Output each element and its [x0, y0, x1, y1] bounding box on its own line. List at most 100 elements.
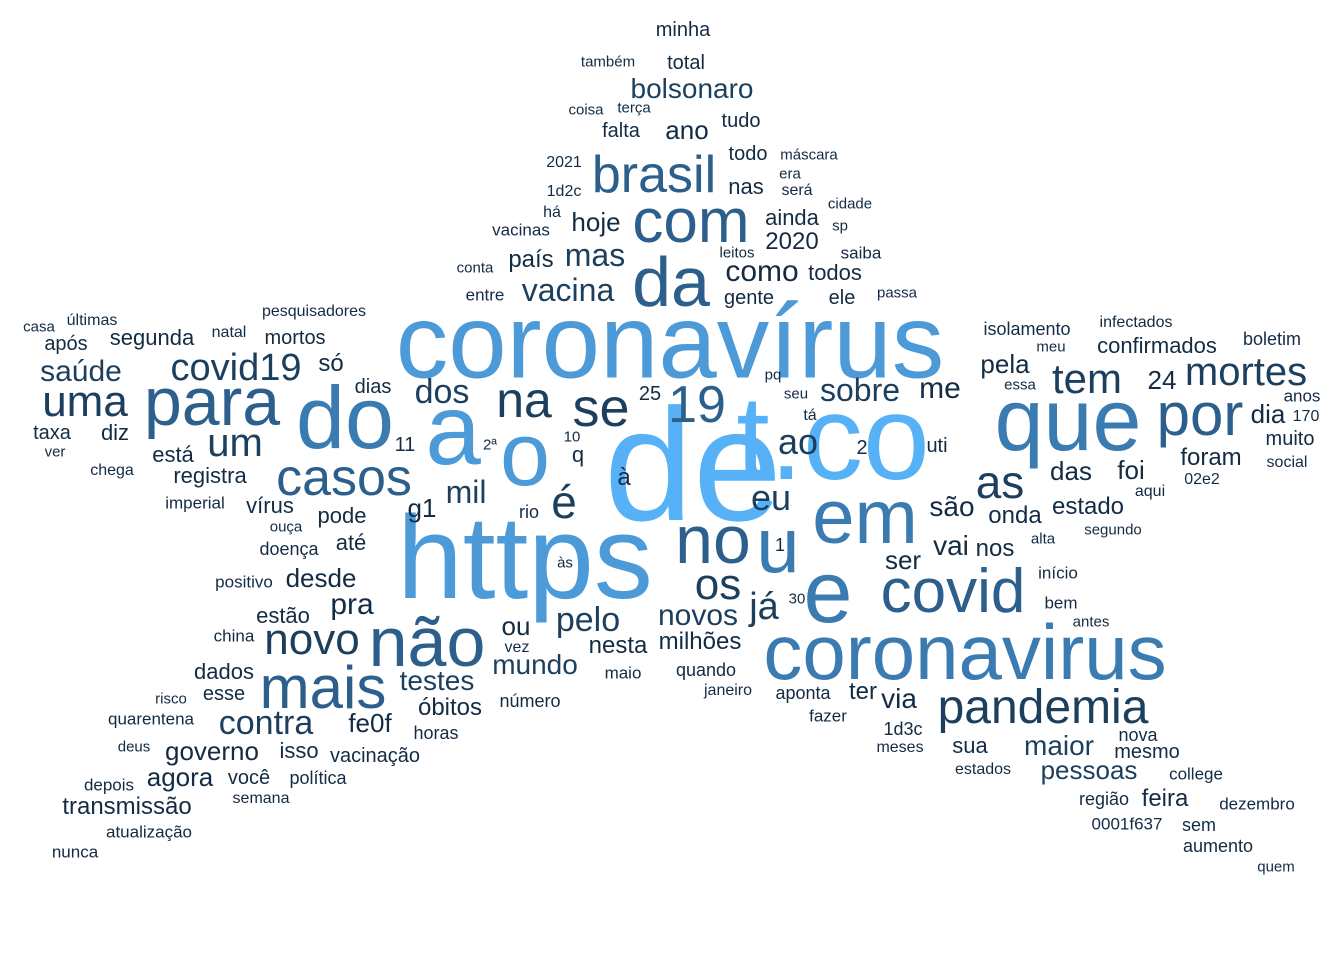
word-132: entre [465, 285, 505, 305]
word-153: rio [518, 502, 540, 522]
word-136: número [499, 691, 561, 711]
word-62: vai [933, 530, 969, 561]
word-162: 170 [1292, 408, 1320, 425]
word-19: por [1156, 381, 1244, 448]
word-94: g1 [407, 493, 437, 523]
word-33: os [694, 560, 742, 609]
word-171: ouça [269, 518, 303, 536]
word-27: novo [264, 615, 360, 664]
word-187: há [543, 204, 561, 221]
word-114: gente [723, 287, 775, 309]
word-181: também [580, 53, 636, 71]
word-184: máscara [780, 146, 838, 164]
word-37: vacina [521, 272, 615, 308]
word-88: até [335, 530, 367, 555]
word-189: conta [456, 259, 494, 277]
word-18: mais [259, 654, 387, 721]
word-6: do [296, 368, 394, 467]
word-160: aqui [1134, 483, 1166, 500]
word-96: ter [848, 678, 878, 705]
word-70: fe0f [348, 708, 392, 738]
word-87: pode [317, 503, 367, 528]
word-112: falta [602, 120, 640, 142]
word-36: dos [414, 373, 470, 411]
word-100: ainda [765, 205, 819, 230]
word-68: nesta [588, 632, 648, 659]
word-63: hoje [571, 207, 621, 237]
word-58: me [919, 372, 961, 405]
word-52: governo [165, 736, 259, 766]
word-48: maior [1023, 730, 1095, 761]
word-116: dias [354, 376, 392, 398]
word-152: bem [1044, 593, 1078, 613]
word-24: se [572, 378, 630, 438]
word-165: janeiro [703, 682, 753, 699]
word-122: uti [926, 435, 948, 457]
word-194: pq [764, 366, 782, 384]
word-131: tudo [721, 110, 761, 132]
word-105: total [667, 52, 705, 74]
word-83: muito [1265, 428, 1315, 450]
word-59: pela [980, 349, 1030, 379]
word-188: sp [832, 217, 848, 235]
word-104: vírus [246, 493, 294, 518]
word-81: segunda [109, 325, 195, 350]
word-17: não [368, 603, 486, 681]
word-192: meu [1036, 338, 1066, 356]
word-148: imperial [165, 493, 225, 513]
word-60: 24 [1147, 365, 1177, 395]
word-9: coronavirus [763, 608, 1167, 696]
word-101: mortos [264, 327, 326, 349]
word-102: após [44, 333, 88, 355]
word-93: ou [501, 611, 531, 641]
word-197: segundo [1084, 521, 1142, 539]
word-164: meses [876, 739, 924, 756]
word-5: coronavírus [395, 283, 945, 401]
word-97: sua [952, 733, 988, 758]
word-13: no [675, 502, 751, 578]
word-42: mil [445, 474, 487, 510]
word-109: você [227, 767, 271, 789]
word-196: tá [803, 407, 817, 424]
word-183: terça [617, 99, 651, 117]
word-26: 19 [668, 376, 726, 434]
word-119: 25 [638, 383, 662, 405]
word-69: óbitos [417, 694, 483, 721]
word-82: confirmados [1097, 333, 1217, 358]
word-30: um [207, 421, 263, 465]
word-117: 11 [394, 434, 416, 456]
word-61: dia [1250, 399, 1286, 429]
word-126: nova [1118, 725, 1158, 745]
word-159: social [1266, 454, 1308, 471]
word-161: 02e2 [1184, 471, 1220, 488]
word-3: a [425, 374, 481, 486]
word-163: estados [954, 761, 1012, 778]
word-95: só [318, 350, 344, 377]
word-44: novos [657, 599, 739, 632]
word-107: boletim [1242, 329, 1302, 349]
word-167: às [557, 554, 573, 572]
word-39: eu [750, 477, 792, 518]
word-182: coisa [568, 101, 604, 119]
word-23: uma [42, 377, 128, 426]
word-74: foi [1117, 455, 1145, 485]
word-11: para [143, 364, 281, 440]
word-137: horas [413, 723, 459, 743]
word-31: é [551, 476, 577, 528]
word-172: semana [232, 790, 290, 807]
word-45: saúde [40, 355, 122, 388]
word-57: pra [330, 588, 374, 621]
word-51: testes [399, 665, 475, 696]
word-53: como [725, 255, 799, 288]
word-67: milhões [658, 628, 742, 655]
word-78: são [929, 491, 975, 522]
word-125: 1d3c [883, 719, 923, 739]
word-143: quarentena [107, 709, 195, 729]
word-128: região [1078, 789, 1130, 809]
word-32: as [975, 456, 1025, 508]
word-149: pesquisadores [261, 303, 367, 320]
word-64: ano [665, 115, 709, 145]
word-127: college [1169, 764, 1223, 784]
word-50: mundo [492, 649, 578, 680]
